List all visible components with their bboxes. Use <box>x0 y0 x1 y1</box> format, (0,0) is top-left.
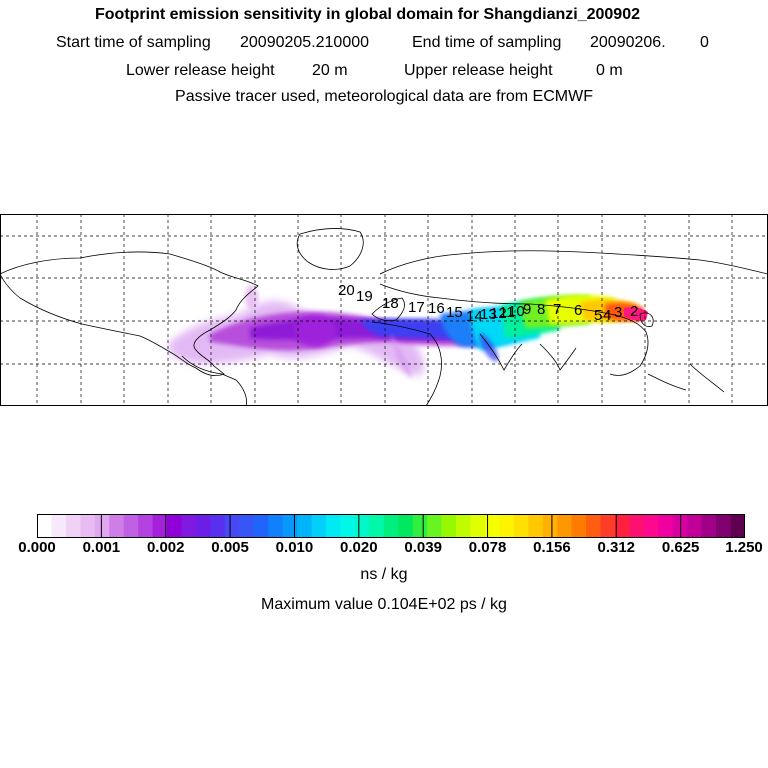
colorbar-cell <box>109 514 125 538</box>
upper-release-value: 0 m <box>596 62 623 79</box>
colorbar-tick-label: 0.005 <box>211 539 249 556</box>
traj-label-11: 11 <box>499 304 515 321</box>
colorbar-cell <box>730 514 745 538</box>
colorbar-cell <box>268 514 284 538</box>
colorbar-cell <box>253 514 269 538</box>
traj-label-17: 17 <box>408 299 425 316</box>
start-time-label: Start time of sampling <box>56 34 211 51</box>
traj-label-5: 5 <box>594 307 602 324</box>
colorbar-cell <box>600 514 616 538</box>
colorbar-cell <box>80 514 96 538</box>
colorbar-cell <box>195 514 211 538</box>
traj-label-3: 3 <box>614 304 622 321</box>
colorbar-cell <box>369 514 385 538</box>
colorbar-tick-label: 0.312 <box>597 539 636 556</box>
colorbar-cell <box>557 514 573 538</box>
colorbar-cell <box>282 514 298 538</box>
plot-title: Footprint emission sensitivity in global… <box>95 6 640 23</box>
end-time-value: 20090206. <box>590 34 666 51</box>
colorbar-cell <box>354 514 370 538</box>
colorbar-tick-label: 0.625 <box>661 539 700 556</box>
colorbar-cell <box>325 514 342 538</box>
traj-label-7: 7 <box>553 301 561 318</box>
colorbar-cell <box>340 514 356 538</box>
lower-release-value: 20 m <box>312 62 348 79</box>
colorbar-cell <box>94 514 110 538</box>
traj-label-18: 18 <box>382 295 399 312</box>
colorbar-cell <box>528 514 544 538</box>
colorbar-cell <box>614 514 631 538</box>
colorbar-cell <box>181 514 197 538</box>
start-time-value: 20090205.210000 <box>240 34 370 51</box>
traj-label-14: 14 <box>466 308 483 325</box>
colorbar-cell <box>716 514 732 538</box>
colorbar-cell <box>470 514 486 538</box>
colorbar-cell <box>643 514 659 538</box>
colorbar-cell <box>152 514 168 538</box>
traj-label-6: 6 <box>574 302 582 319</box>
maximum-value-text: Maximum value 0.104E+02 ps / kg <box>261 596 507 613</box>
colorbar-cell <box>586 514 602 538</box>
colorbar-cell <box>571 514 587 538</box>
sensitivity-plume <box>168 284 648 378</box>
colorbar-cell <box>123 514 139 538</box>
colorbar-cell <box>65 514 81 538</box>
colorbar-cell <box>224 514 240 538</box>
colorbar-tick-label: 1.250 <box>725 539 763 556</box>
colorbar-cell <box>412 514 428 538</box>
colorbar-cell <box>629 514 645 538</box>
colorbar-tick-label: 0.010 <box>275 539 314 556</box>
colorbar-cell <box>239 514 255 538</box>
colorbar-cell <box>167 514 183 538</box>
colorbar-tick-label: 0.156 <box>533 539 571 556</box>
colorbar-cell <box>701 514 717 538</box>
colorbar-tick-label: 0.000 <box>18 539 56 556</box>
traj-label-4: 4 <box>603 307 611 324</box>
colorbar-tick-label: 0.001 <box>82 539 121 556</box>
coastlines <box>0 228 768 406</box>
end-time-extra: 0 <box>700 34 709 51</box>
colorbar-cell <box>37 514 53 538</box>
traj-label-15: 15 <box>446 304 463 321</box>
colorbar-cell <box>542 514 558 538</box>
trajectory-labels: 20 19 18 17 16 15 14 13 12 11 10 9 8 7 6… <box>338 282 638 325</box>
colorbar <box>37 514 745 538</box>
traj-label-13: 13 <box>480 306 497 323</box>
colorbar-cell <box>138 514 154 538</box>
upper-release-label: Upper release height <box>404 62 553 79</box>
colorbar-cell <box>383 514 399 538</box>
colorbar-cell <box>513 514 529 538</box>
tracer-note: Passive tracer used, meteorological data… <box>175 88 593 105</box>
colorbar-cell <box>398 514 414 538</box>
colorbar-tick-label: 0.020 <box>340 539 378 556</box>
colorbar-unit: ns / kg <box>360 566 408 583</box>
graticule <box>0 214 768 406</box>
colorbar-tick-label: 0.078 <box>468 539 507 556</box>
colorbar-cell <box>484 514 500 538</box>
colorbar-tick-label: 0.039 <box>404 539 442 556</box>
colorbar-cell <box>658 514 674 538</box>
colorbar-cell <box>51 514 67 538</box>
colorbar-cell <box>427 514 443 538</box>
traj-label-12: 12 <box>490 305 507 322</box>
traj-label-10: 10 <box>508 303 525 320</box>
colorbar-cell <box>687 514 703 538</box>
colorbar-cell <box>311 514 327 538</box>
traj-label-16: 16 <box>428 300 445 317</box>
colorbar-cell <box>210 514 226 538</box>
colorbar-cell <box>297 514 313 538</box>
traj-label-19: 19 <box>356 288 373 305</box>
end-time-label: End time of sampling <box>412 34 562 51</box>
footprint-map: 20 19 18 17 16 15 14 13 12 11 10 9 8 7 6… <box>0 214 768 406</box>
traj-label-8: 8 <box>537 301 545 318</box>
lower-release-label: Lower release height <box>126 62 275 79</box>
colorbar-tick-label: 0.002 <box>146 539 185 556</box>
colorbar-cell <box>499 514 515 538</box>
colorbar-frame <box>37 514 745 538</box>
traj-label-9: 9 <box>523 301 531 318</box>
traj-label-20: 20 <box>338 282 355 299</box>
colorbar-cell <box>441 514 457 538</box>
colorbar-cell <box>456 514 472 538</box>
traj-label-2: 2 <box>630 303 638 320</box>
